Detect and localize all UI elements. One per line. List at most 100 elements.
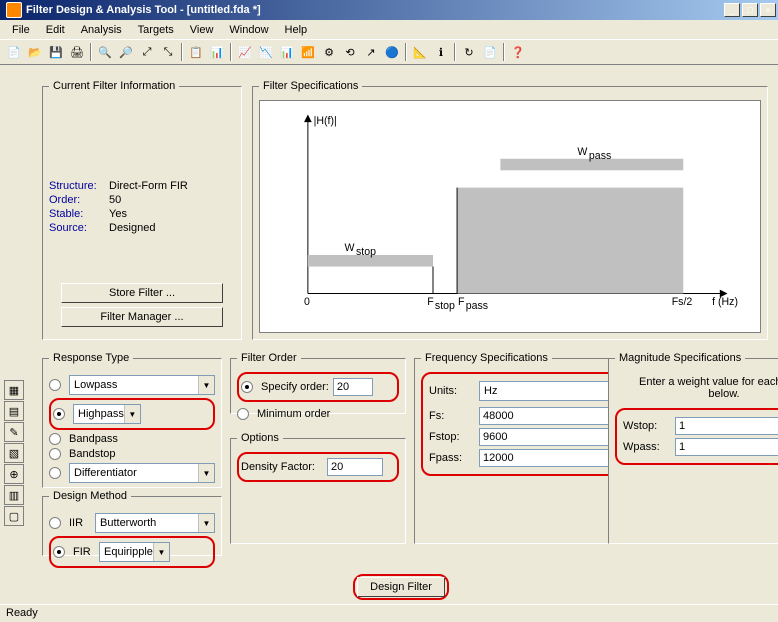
freq-input[interactable] (479, 407, 629, 425)
toolbar-button[interactable]: ↻ (459, 42, 479, 62)
toolbar-button[interactable]: 📄 (4, 42, 24, 62)
svg-text:W: W (577, 146, 587, 158)
filter-manager-button[interactable]: Filter Manager ... (61, 307, 223, 327)
toolbar-button[interactable]: 💾 (46, 42, 66, 62)
toolbar-button[interactable]: 📐 (410, 42, 430, 62)
design-method-panel: Design Method IIRButterworth▼FIREquiripp… (42, 490, 222, 556)
menu-view[interactable]: View (182, 22, 222, 38)
toolbar-button[interactable]: ⟲ (340, 42, 360, 62)
menu-file[interactable]: File (4, 22, 38, 38)
design-filter-button[interactable]: Design Filter (357, 577, 445, 597)
store-filter-button[interactable]: Store Filter ... (61, 283, 223, 303)
toolbar-button[interactable]: 📉 (256, 42, 276, 62)
side-button[interactable]: ⊕ (4, 464, 24, 484)
toolbar-button[interactable]: 🔵 (382, 42, 402, 62)
svg-text:stop: stop (435, 300, 455, 312)
toolbar-button[interactable]: 🖨 (67, 42, 87, 62)
menu-help[interactable]: Help (277, 22, 316, 38)
side-button[interactable]: ▤ (4, 401, 24, 421)
toolbar-button[interactable]: 📊 (207, 42, 227, 62)
specify-order-radio[interactable] (241, 381, 253, 393)
svg-text:stop: stop (356, 246, 376, 258)
fspec-legend: Filter Specifications (259, 80, 362, 92)
svg-text:pass: pass (589, 150, 611, 162)
filter-spec-graph: |H(f)| Wstop Wpass 0 Fstop Fpass Fs/2 f … (259, 100, 761, 333)
mag-input[interactable] (675, 438, 778, 456)
menu-window[interactable]: Window (221, 22, 276, 38)
svg-text:0: 0 (304, 296, 310, 308)
svg-text:F: F (427, 296, 434, 308)
menu-analysis[interactable]: Analysis (73, 22, 130, 38)
freq-label: Fpass: (429, 452, 475, 464)
toolbar-button[interactable]: 📂 (25, 42, 45, 62)
response-radio[interactable] (49, 379, 61, 391)
filter-spec-panel: Filter Specifications |H(f)| Wstop Wpass (252, 80, 768, 340)
response-dropdown[interactable]: Differentiator▼ (69, 463, 215, 483)
freq-input[interactable] (479, 449, 629, 467)
toolbar-button[interactable]: ⚙ (319, 42, 339, 62)
status-text: Ready (6, 607, 38, 619)
side-button[interactable]: ▦ (4, 380, 24, 400)
method-dropdown[interactable]: Butterworth▼ (95, 513, 215, 533)
freq-label: Fs: (429, 410, 475, 422)
chevron-down-icon: ▼ (153, 543, 169, 561)
toolbar-button[interactable]: 🔍 (95, 42, 115, 62)
toolbar-button[interactable]: ⤢ (137, 42, 157, 62)
density-label: Density Factor: (241, 461, 323, 473)
freq-input[interactable] (479, 428, 629, 446)
method-radio[interactable] (53, 546, 65, 558)
response-radio[interactable] (49, 448, 61, 460)
response-legend: Response Type (49, 352, 133, 364)
toolbar-button[interactable]: 📋 (186, 42, 206, 62)
toolbar-button[interactable]: ℹ (431, 42, 451, 62)
response-dropdown[interactable]: Lowpass▼ (69, 375, 215, 395)
side-button[interactable]: ▥ (4, 485, 24, 505)
toolbar-button[interactable]: 📶 (298, 42, 318, 62)
cfi-label: Stable: (49, 208, 109, 220)
chevron-down-icon: ▼ (198, 514, 214, 532)
chevron-down-icon: ▼ (124, 405, 140, 423)
response-radio[interactable] (49, 467, 61, 479)
response-radio[interactable] (49, 433, 61, 445)
toolbar-button[interactable]: 🔎 (116, 42, 136, 62)
mag-label: Wstop: (623, 420, 671, 432)
minimum-order-label: Minimum order (257, 408, 330, 420)
menu-bar: FileEditAnalysisTargetsViewWindowHelp (0, 20, 778, 40)
density-input[interactable] (327, 458, 383, 476)
toolbar-button[interactable]: 📊 (277, 42, 297, 62)
minimize-button[interactable]: _ (724, 3, 740, 17)
toolbar-button[interactable]: ❓ (508, 42, 528, 62)
svg-text:pass: pass (466, 300, 488, 312)
specify-order-input[interactable] (333, 378, 373, 396)
svg-text:W: W (344, 242, 354, 254)
toolbar-button[interactable]: ↗ (361, 42, 381, 62)
maximize-button[interactable]: □ (742, 3, 758, 17)
app-icon (6, 2, 22, 18)
method-legend: Design Method (49, 490, 131, 502)
response-dropdown[interactable]: Highpass▼ (73, 404, 141, 424)
toolbar-button[interactable]: 📄 (480, 42, 500, 62)
toolbar-button[interactable]: ⤡ (158, 42, 178, 62)
mag-hint: Enter a weight value for each band below… (615, 372, 778, 408)
side-button[interactable]: ▧ (4, 443, 24, 463)
mag-input[interactable] (675, 417, 778, 435)
side-button[interactable]: ✎ (4, 422, 24, 442)
svg-text:f (Hz): f (Hz) (712, 296, 738, 308)
response-radio[interactable] (53, 408, 65, 420)
minimum-order-radio[interactable] (237, 408, 249, 420)
method-radio[interactable] (49, 517, 61, 529)
current-filter-info-panel: Current Filter Information Structure:Dir… (42, 80, 242, 340)
mag-legend: Magnitude Specifications (615, 352, 745, 364)
method-dropdown[interactable]: Equiripple▼ (99, 542, 170, 562)
side-button[interactable]: ▢ (4, 506, 24, 526)
units-dropdown[interactable]: Hz ▼ (479, 381, 629, 401)
toolbar-button[interactable]: 📈 (235, 42, 255, 62)
freq-legend: Frequency Specifications (421, 352, 552, 364)
close-button[interactable]: × (760, 3, 776, 17)
menu-edit[interactable]: Edit (38, 22, 73, 38)
cfi-label: Source: (49, 222, 109, 234)
menu-targets[interactable]: Targets (130, 22, 182, 38)
specify-order-label: Specify order: (261, 381, 329, 393)
svg-text:Fs/2: Fs/2 (672, 296, 693, 308)
options-panel: Options Density Factor: (230, 432, 406, 544)
